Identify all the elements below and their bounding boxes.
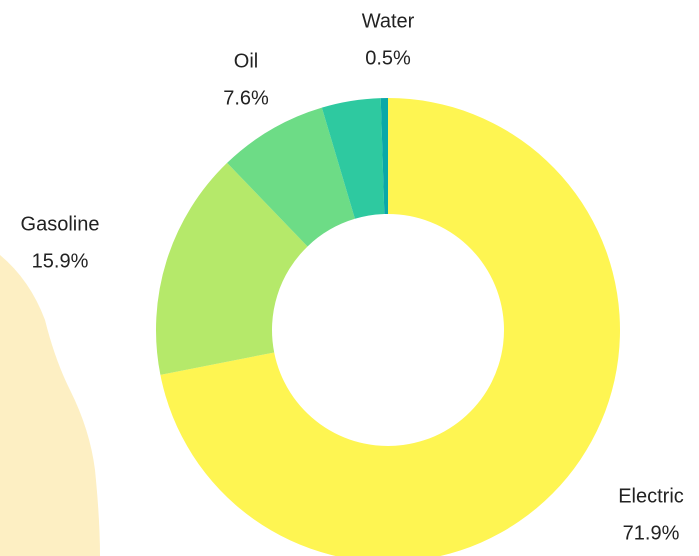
slice-label: Gasoline [21,213,100,235]
slice-label: Electric [618,485,684,507]
chart: Electric 71.9% Gasoline 15.9% Oil 7.6% Water 0.… [0,0,699,556]
slice-value-label: 7.6% [223,87,269,109]
slice-label: Oil [234,50,258,72]
background-shape [0,255,100,556]
slice-label: Water [362,10,415,32]
slice-value-label: 0.5% [365,47,411,69]
slice-value-label: 15.9% [32,250,89,272]
slice-value-label: 71.9% [623,522,680,544]
